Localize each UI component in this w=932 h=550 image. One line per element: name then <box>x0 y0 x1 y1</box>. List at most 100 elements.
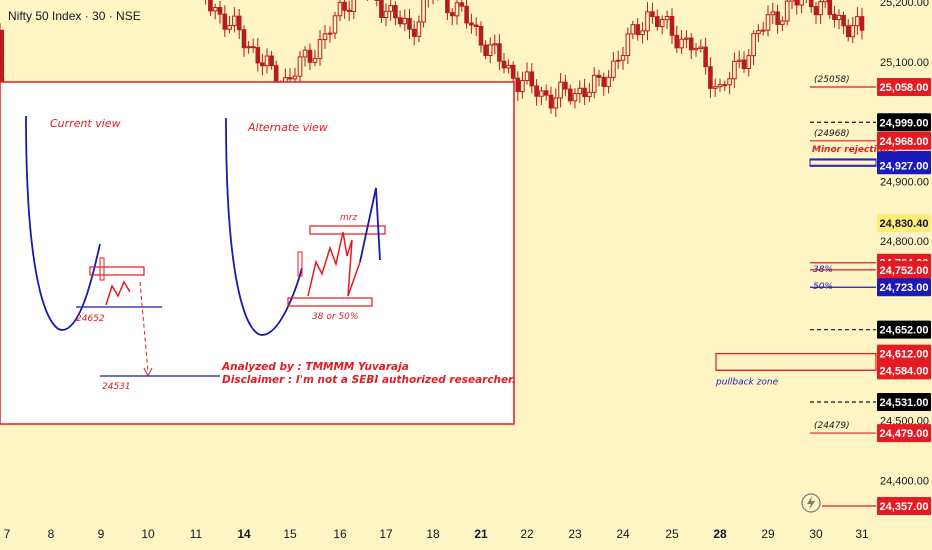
candle-body <box>601 76 607 87</box>
price-tag-label: 24,830.40 <box>880 218 929 230</box>
candle-body <box>292 75 298 80</box>
alt-breakout-line <box>359 187 381 263</box>
x-tick-label: 11 <box>190 527 203 541</box>
price-tag-label: 25,058.00 <box>880 82 929 94</box>
candle-body <box>534 85 539 97</box>
price-tag-label: 24,652.00 <box>880 325 929 337</box>
retracement-box <box>287 297 373 307</box>
symbol-title[interactable]: Nifty 50 Index · 30 · NSE <box>8 9 141 23</box>
candle-body <box>765 14 771 31</box>
candle-body <box>770 11 776 16</box>
candle-body <box>611 60 616 78</box>
candle-body <box>859 16 865 31</box>
candle-body <box>832 13 837 21</box>
candle-body <box>679 38 684 49</box>
current-zone-box <box>89 266 145 276</box>
mrz-label: mrz <box>340 213 357 223</box>
candle-body <box>635 24 641 36</box>
candle-body <box>736 59 742 62</box>
candle-body <box>684 37 689 40</box>
x-tick-label: 28 <box>713 527 727 541</box>
candle-body <box>487 44 493 56</box>
x-tick-label: 24 <box>616 527 630 541</box>
y-axis: 25,200.00 25,100.00 24,900.00 24,800.00 24,5… <box>880 0 929 487</box>
pullback-zone-label: pullback zone <box>715 377 779 387</box>
candle-body <box>227 24 232 30</box>
candle-body <box>236 15 242 31</box>
inset-frame <box>0 81 515 425</box>
candle-body <box>383 10 389 19</box>
minor-rejection-label: Minor rejection z <box>812 145 898 155</box>
analyzed-by-label: Analyzed by : TMMMM Yuvaraja <box>221 361 409 373</box>
candle-body <box>483 44 488 56</box>
candle-body <box>727 78 732 86</box>
candle-body <box>464 5 469 24</box>
candle-body <box>674 34 680 49</box>
price-tag-label: 24,752.00 <box>880 265 929 277</box>
candle-body <box>473 24 479 27</box>
candle-body <box>620 54 626 61</box>
candle-body <box>407 17 412 30</box>
candle-body <box>563 81 568 90</box>
price-tag <box>877 113 931 132</box>
alternate-view-label: Alternate view <box>247 121 328 134</box>
candle-body <box>827 0 833 15</box>
candle-body <box>351 0 357 12</box>
candle-body <box>775 11 780 25</box>
candle-body <box>397 17 403 25</box>
level-note: (25058) <box>814 75 850 85</box>
price-tag <box>877 156 931 175</box>
price-tag-label: 24,531.00 <box>880 397 929 409</box>
candle-body <box>411 28 417 37</box>
x-tick-label: 7 <box>4 527 11 541</box>
candle-body <box>746 55 752 70</box>
candle-body <box>841 14 846 27</box>
candle-body <box>246 46 251 49</box>
candle-body <box>260 62 265 67</box>
price-tag-label: 24,723.00 <box>880 282 929 294</box>
candle-body <box>606 76 611 87</box>
price-tag-label: 24,968.00 <box>880 136 929 148</box>
candle-body <box>789 0 795 2</box>
candle-body <box>342 1 347 11</box>
candle-body <box>558 81 563 99</box>
x-axis: 7 8 9 10 11 14 15 16 17 18 21 22 23 24 25 28 29 30 31 <box>4 527 869 541</box>
candle-body <box>693 47 699 51</box>
price-tag <box>877 497 931 515</box>
candle-body <box>659 19 665 28</box>
candle-body <box>751 33 756 57</box>
price-tag <box>877 361 931 380</box>
candle-body <box>222 13 228 30</box>
current-candle-mark <box>99 257 105 281</box>
candle-body <box>529 71 535 87</box>
level-24531-label: 24531 <box>102 382 131 392</box>
candle-body <box>850 25 856 38</box>
candle-body <box>855 16 860 27</box>
candle-body <box>808 0 814 8</box>
candle-body <box>337 1 343 17</box>
price-tag <box>877 320 931 339</box>
y-tick-label: 25,200.00 <box>880 0 929 9</box>
price-tag <box>877 278 931 297</box>
candle-body <box>459 2 465 7</box>
x-tick-label: 22 <box>520 527 534 541</box>
price-tag-label: 24,612.00 <box>880 349 929 361</box>
disclaimer-label: Disclaimer : I'm not a SEBI authorized r… <box>222 374 516 386</box>
y-tick-label: 25,100.00 <box>880 57 929 69</box>
candle-body <box>688 37 694 51</box>
candle-body <box>596 74 602 78</box>
level-note: (24968) <box>814 129 850 139</box>
candle-body <box>250 46 256 49</box>
price-tag <box>877 392 931 411</box>
x-tick-label: 15 <box>283 527 297 541</box>
candle-body <box>640 30 645 36</box>
level-note: (24479) <box>814 421 850 431</box>
pullback-zone-box <box>715 352 877 371</box>
candle-body <box>760 29 766 32</box>
candle-body <box>520 80 525 93</box>
candle-body <box>317 39 323 60</box>
current-view-label: Current view <box>50 117 121 130</box>
candle-body <box>0 29 5 51</box>
candle-body <box>297 56 303 77</box>
